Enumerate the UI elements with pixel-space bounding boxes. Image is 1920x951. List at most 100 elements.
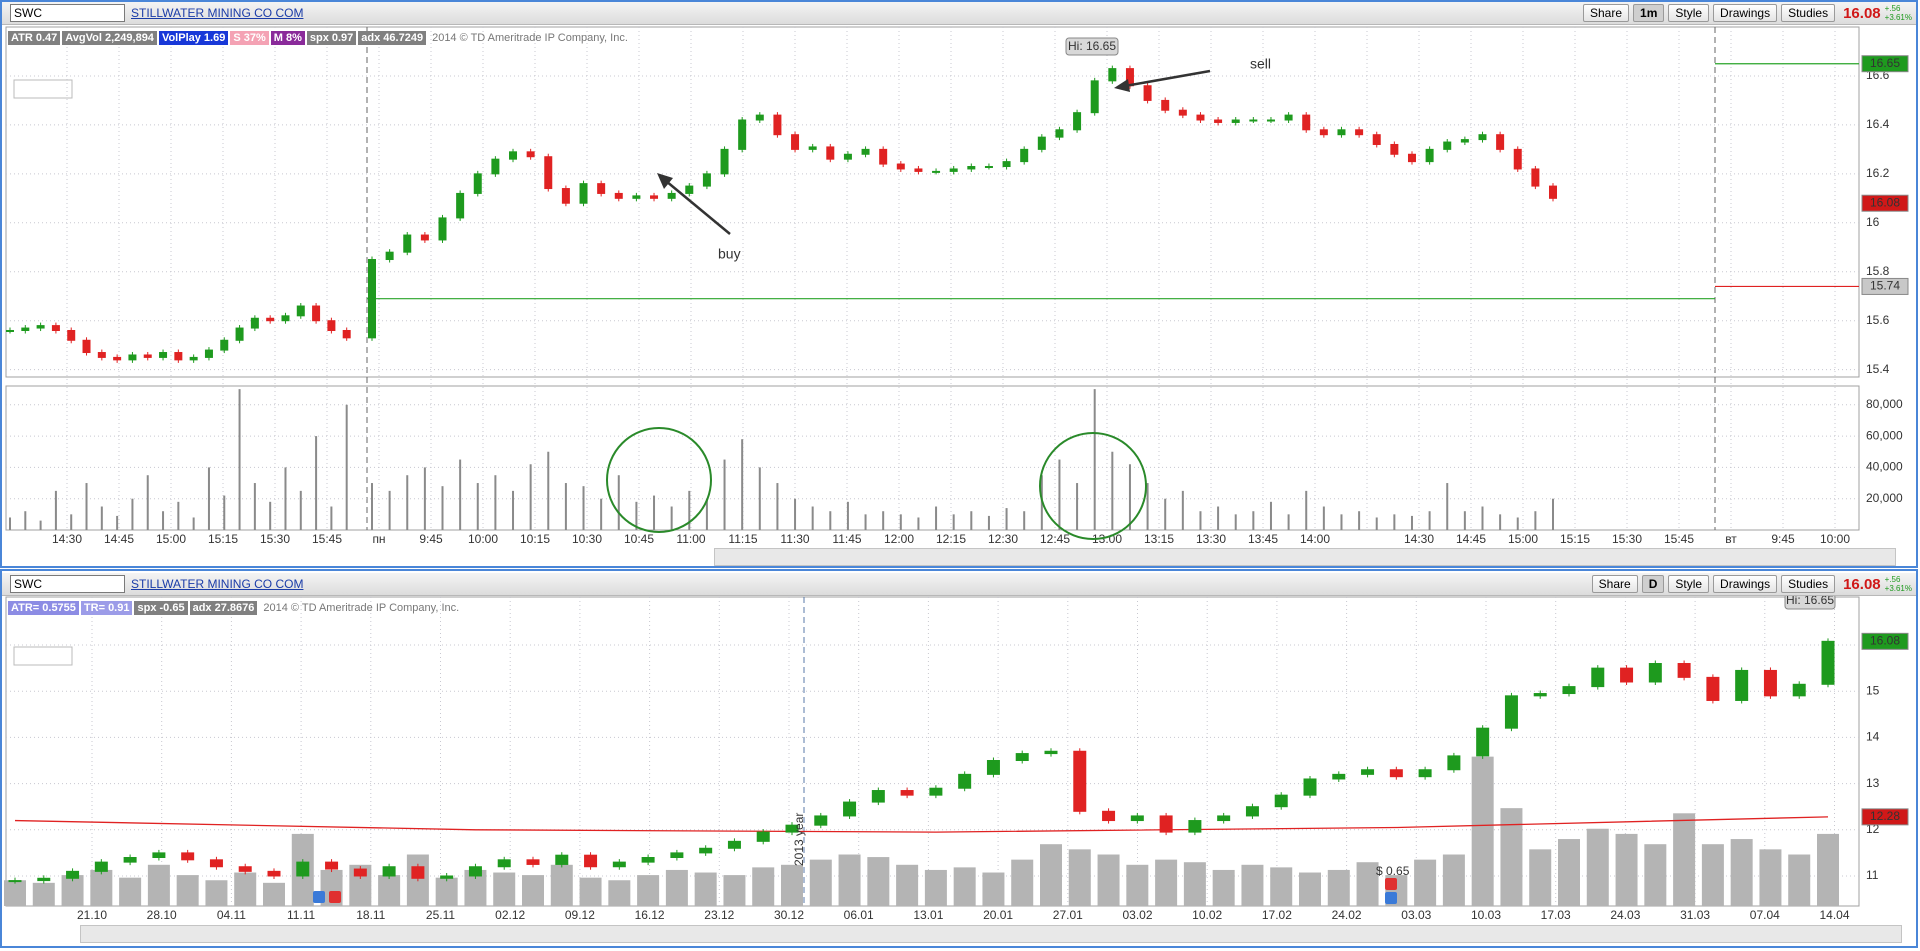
candle <box>785 824 799 833</box>
timeframe-button[interactable]: 1m <box>1633 4 1665 22</box>
symbol-input[interactable]: SWC <box>10 4 125 22</box>
x-tick-label: 17.02 <box>1262 908 1292 922</box>
volume-bar <box>1299 872 1321 906</box>
candle <box>871 790 885 803</box>
volume-bar <box>238 389 241 530</box>
x-tick-label: 10:00 <box>1820 532 1850 546</box>
candle <box>1478 134 1487 141</box>
scrollbar[interactable] <box>714 548 1896 566</box>
candle <box>1037 136 1046 150</box>
moving-average <box>14 816 1829 833</box>
drawings-button[interactable]: Drawings <box>1713 575 1778 593</box>
x-tick-label: 12:30 <box>988 532 1018 546</box>
share-button[interactable]: Share <box>1591 575 1638 593</box>
candle <box>986 760 1000 775</box>
x-tick-label: 15:15 <box>208 532 238 546</box>
study-chip[interactable]: spx 0.97 <box>306 31 357 45</box>
study-chip[interactable]: adx 46.7249 <box>358 31 427 45</box>
candle <box>440 875 454 879</box>
volume-bar <box>494 475 497 530</box>
volume-bar <box>299 490 302 530</box>
study-chip[interactable]: AvgVol 2,249,894 <box>62 31 157 45</box>
candle <box>1249 119 1258 122</box>
x-tick-label: 14:45 <box>1456 532 1486 546</box>
candle <box>189 356 198 361</box>
volume-bar <box>864 514 867 530</box>
buy-arrow <box>665 180 731 235</box>
x-tick-label: 9:45 <box>1771 532 1795 546</box>
volume-bar <box>917 517 920 530</box>
candle <box>1102 810 1116 822</box>
x-tick-label: 13:00 <box>1092 532 1122 546</box>
study-chip[interactable]: TR= 0.91 <box>80 601 133 615</box>
company-name[interactable]: STILLWATER MINING CO COM <box>131 6 304 20</box>
drawings-button[interactable]: Drawings <box>1713 4 1778 22</box>
x-tick-label: 25.11 <box>426 908 455 922</box>
study-chip[interactable]: M 8% <box>270 31 305 45</box>
last-price: 16.08 <box>1843 575 1881 593</box>
study-chip[interactable]: adx 27.8676 <box>189 601 258 615</box>
study-chip[interactable]: VolPlay 1.69 <box>158 31 229 45</box>
studies-button[interactable]: Studies <box>1781 575 1836 593</box>
volume-bar <box>582 486 585 530</box>
x-tick-label: 12:00 <box>884 532 914 546</box>
candle <box>152 852 166 859</box>
volume-bar <box>987 515 990 530</box>
candle <box>1130 815 1144 822</box>
volume-bar <box>177 501 180 530</box>
x-tick-label: 18.11 <box>356 908 385 922</box>
last-price: 16.08 <box>1843 4 1881 22</box>
event-icon[interactable] <box>329 891 341 903</box>
dividend-label: $ 0.65 <box>1376 864 1410 878</box>
candle <box>1090 80 1099 114</box>
volume-bar <box>205 880 228 906</box>
bottom-frame <box>0 569 1918 948</box>
price-label: 16.08 <box>1870 195 1900 209</box>
price-label-box <box>1861 808 1909 826</box>
candle <box>555 854 569 865</box>
study-chip[interactable]: S 37% <box>230 31 269 45</box>
year-label: 2013 year <box>792 813 806 866</box>
arrow-head <box>657 173 673 189</box>
x-tick-label: 11:30 <box>780 532 809 546</box>
style-button[interactable]: Style <box>1668 575 1710 593</box>
share-button[interactable]: Share <box>1582 4 1630 22</box>
daily-pane <box>5 596 1860 907</box>
bottom-toolbar: SWC STILLWATER MINING CO COM Share D Sty… <box>2 573 1916 596</box>
studies-button[interactable]: Studies <box>1781 4 1836 22</box>
event-icon[interactable] <box>313 891 325 903</box>
study-chip[interactable]: ATR 0.47 <box>8 31 61 45</box>
volume-bar <box>207 467 210 530</box>
volume-bar <box>330 506 333 530</box>
candle <box>382 866 396 877</box>
candle <box>174 352 183 361</box>
event-icon[interactable] <box>1385 892 1397 904</box>
volume-bar <box>1358 511 1361 530</box>
y-tick-label: 15.8 <box>1866 264 1890 278</box>
volume-bar <box>670 506 673 530</box>
volume-bar <box>4 880 26 906</box>
study-chip[interactable]: spx -0.65 <box>134 601 188 615</box>
timeframe-button[interactable]: D <box>1641 575 1665 593</box>
volume-bar <box>253 483 256 530</box>
study-chip[interactable]: ATR= 0.5755 <box>8 601 79 615</box>
candle <box>632 195 641 199</box>
scrollbar[interactable] <box>80 925 1902 943</box>
volume-bar <box>1269 501 1272 530</box>
candle <box>720 148 729 175</box>
volume-bar <box>1673 813 1696 906</box>
study-chips: ATR 0.47 AvgVol 2,249,894 VolPlay 1.69 S 37… <box>8 31 628 45</box>
candle <box>1562 686 1576 695</box>
event-icon[interactable] <box>1385 878 1397 890</box>
symbol-input[interactable]: SWC <box>10 575 125 593</box>
volume-bar <box>234 872 257 906</box>
candle <box>325 861 339 870</box>
candle <box>473 173 482 194</box>
style-button[interactable]: Style <box>1668 4 1710 22</box>
candle <box>123 857 137 863</box>
company-name[interactable]: STILLWATER MINING CO COM <box>131 577 304 591</box>
candle <box>699 847 713 854</box>
candle <box>1143 85 1152 101</box>
candle <box>1389 769 1403 778</box>
